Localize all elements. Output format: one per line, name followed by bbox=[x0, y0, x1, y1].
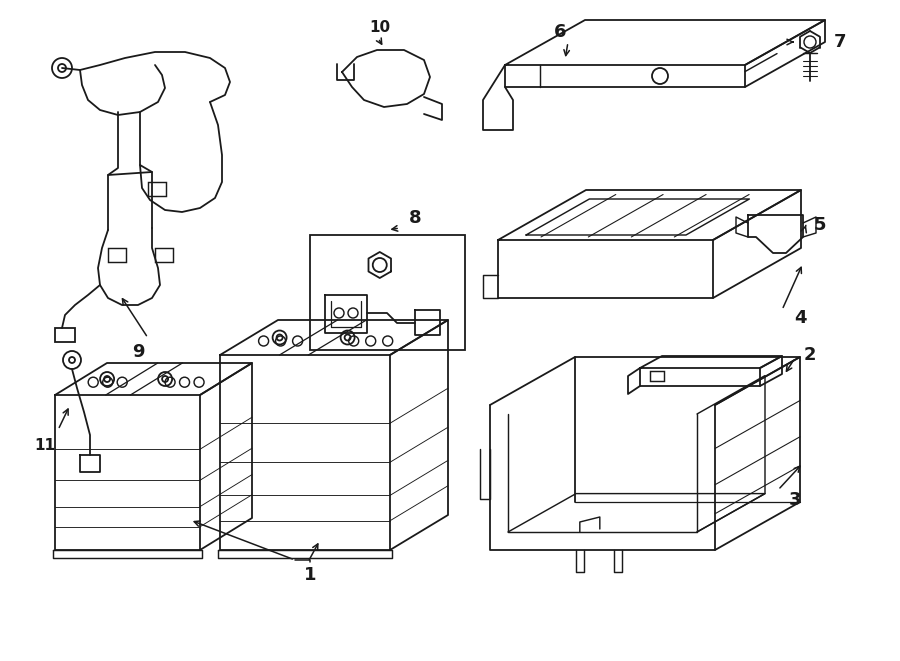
Text: 5: 5 bbox=[814, 216, 826, 234]
Text: 9: 9 bbox=[131, 343, 144, 361]
Bar bbox=[155, 248, 173, 262]
Circle shape bbox=[69, 357, 75, 363]
Bar bbox=[650, 371, 664, 381]
Bar bbox=[108, 248, 126, 262]
Circle shape bbox=[162, 376, 168, 382]
Bar bbox=[310, 235, 465, 350]
Text: 3: 3 bbox=[788, 491, 801, 509]
Text: 7: 7 bbox=[833, 33, 846, 51]
Circle shape bbox=[345, 334, 351, 340]
Text: 6: 6 bbox=[554, 23, 566, 41]
Text: 8: 8 bbox=[409, 209, 421, 227]
Text: 4: 4 bbox=[794, 309, 806, 327]
Text: 11: 11 bbox=[34, 438, 56, 453]
Bar bbox=[148, 182, 166, 196]
Text: 1: 1 bbox=[304, 566, 316, 584]
Circle shape bbox=[104, 376, 110, 382]
Circle shape bbox=[276, 334, 283, 340]
Text: 2: 2 bbox=[804, 346, 816, 364]
Text: 10: 10 bbox=[369, 20, 391, 36]
Circle shape bbox=[58, 64, 66, 72]
Bar bbox=[55, 328, 75, 342]
